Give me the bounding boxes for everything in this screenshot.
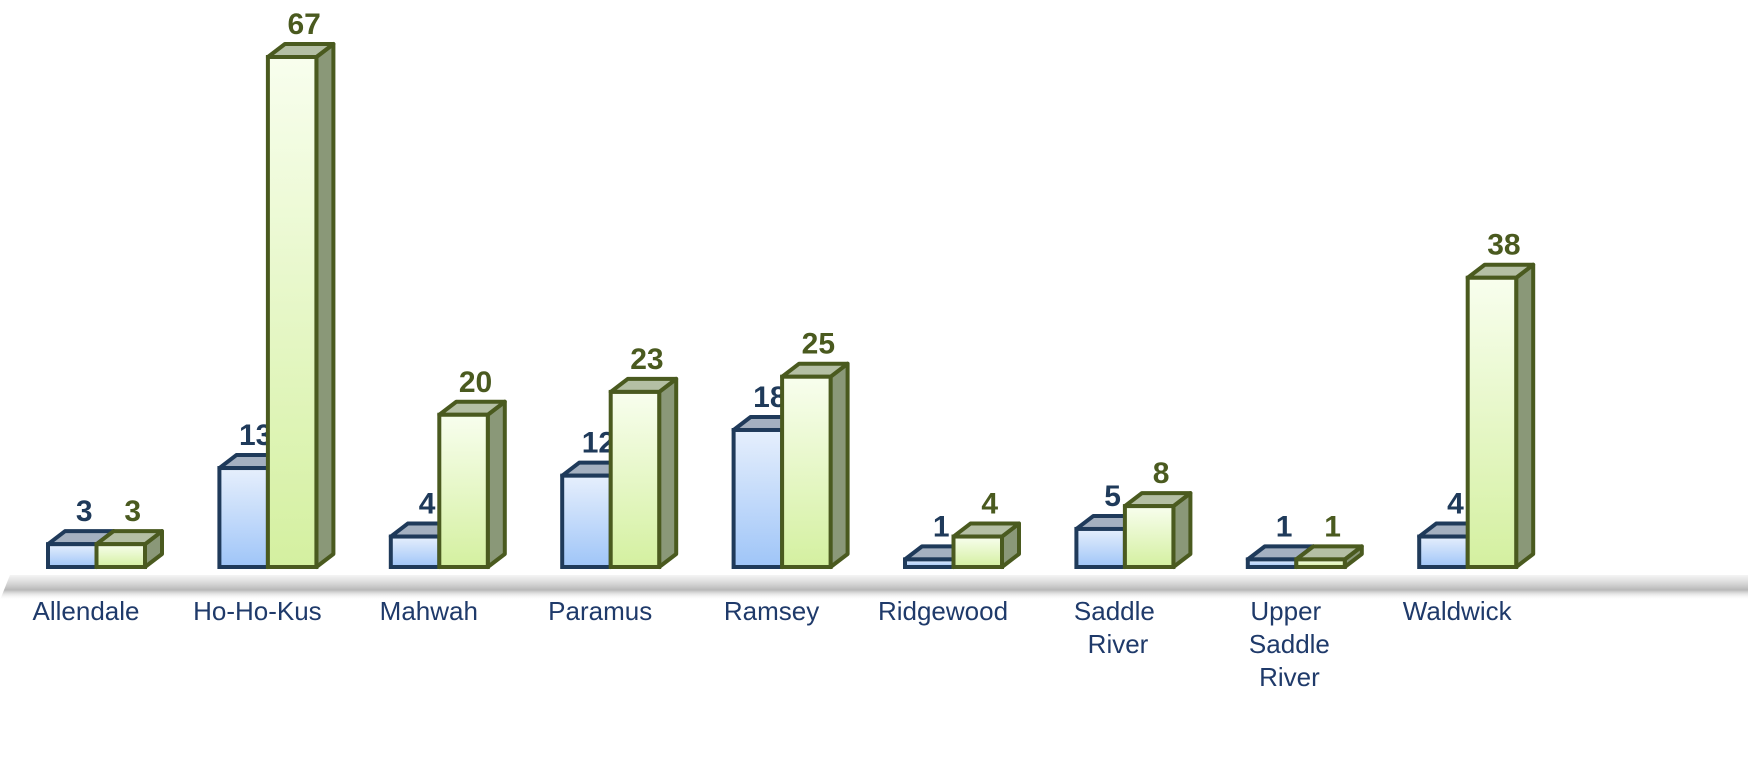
bar-front [560, 473, 613, 569]
value-label: 1 [933, 510, 950, 543]
bar-front [46, 542, 99, 570]
bar-front [608, 389, 662, 570]
bar [1294, 544, 1364, 570]
x-tick-label: Upper Saddle River [1242, 596, 1330, 692]
bar-front [265, 55, 319, 569]
x-tick-label: Ho-Ho-Kus [193, 596, 322, 626]
bar-front [217, 466, 270, 569]
bar-side [485, 399, 507, 569]
value-label: 1 [1276, 510, 1293, 543]
value-label: 1 [1324, 510, 1341, 543]
bar-front [780, 374, 833, 570]
x-tick-label: Allendale [33, 596, 140, 626]
bar-side [1514, 262, 1536, 569]
bar-front [1465, 275, 1519, 569]
bar-side [314, 42, 336, 569]
bar-front [94, 542, 147, 570]
bar-side [828, 361, 850, 569]
bar-front [1245, 557, 1299, 570]
floor-shadow [0, 575, 1748, 600]
bar-front [951, 534, 1004, 570]
bar-front [1294, 557, 1347, 570]
bar-side [657, 376, 679, 569]
value-label: 20 [459, 366, 492, 399]
x-tick-label: Ramsey [724, 596, 819, 626]
value-label: 4 [419, 488, 436, 521]
x-tick-label: Saddle River [1074, 596, 1155, 659]
bar [1122, 491, 1193, 570]
value-label: 67 [287, 8, 320, 41]
bar-front [731, 427, 785, 569]
bar [94, 529, 164, 570]
value-label: 3 [124, 495, 141, 528]
x-tick-label: Paramus [548, 596, 652, 626]
bar [608, 376, 679, 570]
value-label: 8 [1153, 457, 1170, 490]
value-label: 4 [981, 488, 998, 521]
bar-front [437, 412, 490, 569]
bar-front [1417, 534, 1470, 570]
bar-front [388, 534, 442, 570]
value-label: 23 [630, 343, 663, 376]
x-tick-label: Mahwah [380, 596, 478, 626]
value-label: 25 [802, 328, 835, 361]
value-label: 3 [76, 495, 93, 528]
bar-front [1074, 526, 1127, 570]
value-label: 38 [1487, 229, 1520, 262]
bar [1465, 262, 1536, 569]
bar [951, 521, 1021, 570]
bar-front [1122, 504, 1176, 570]
bar [265, 42, 336, 569]
value-label: 5 [1104, 480, 1121, 513]
x-tick-label: Ridgewood [878, 596, 1008, 626]
x-tick-label: Waldwick [1403, 596, 1513, 626]
bar-front [903, 557, 956, 570]
value-label: 4 [1447, 488, 1464, 521]
bar [437, 399, 507, 569]
bar [780, 361, 850, 570]
